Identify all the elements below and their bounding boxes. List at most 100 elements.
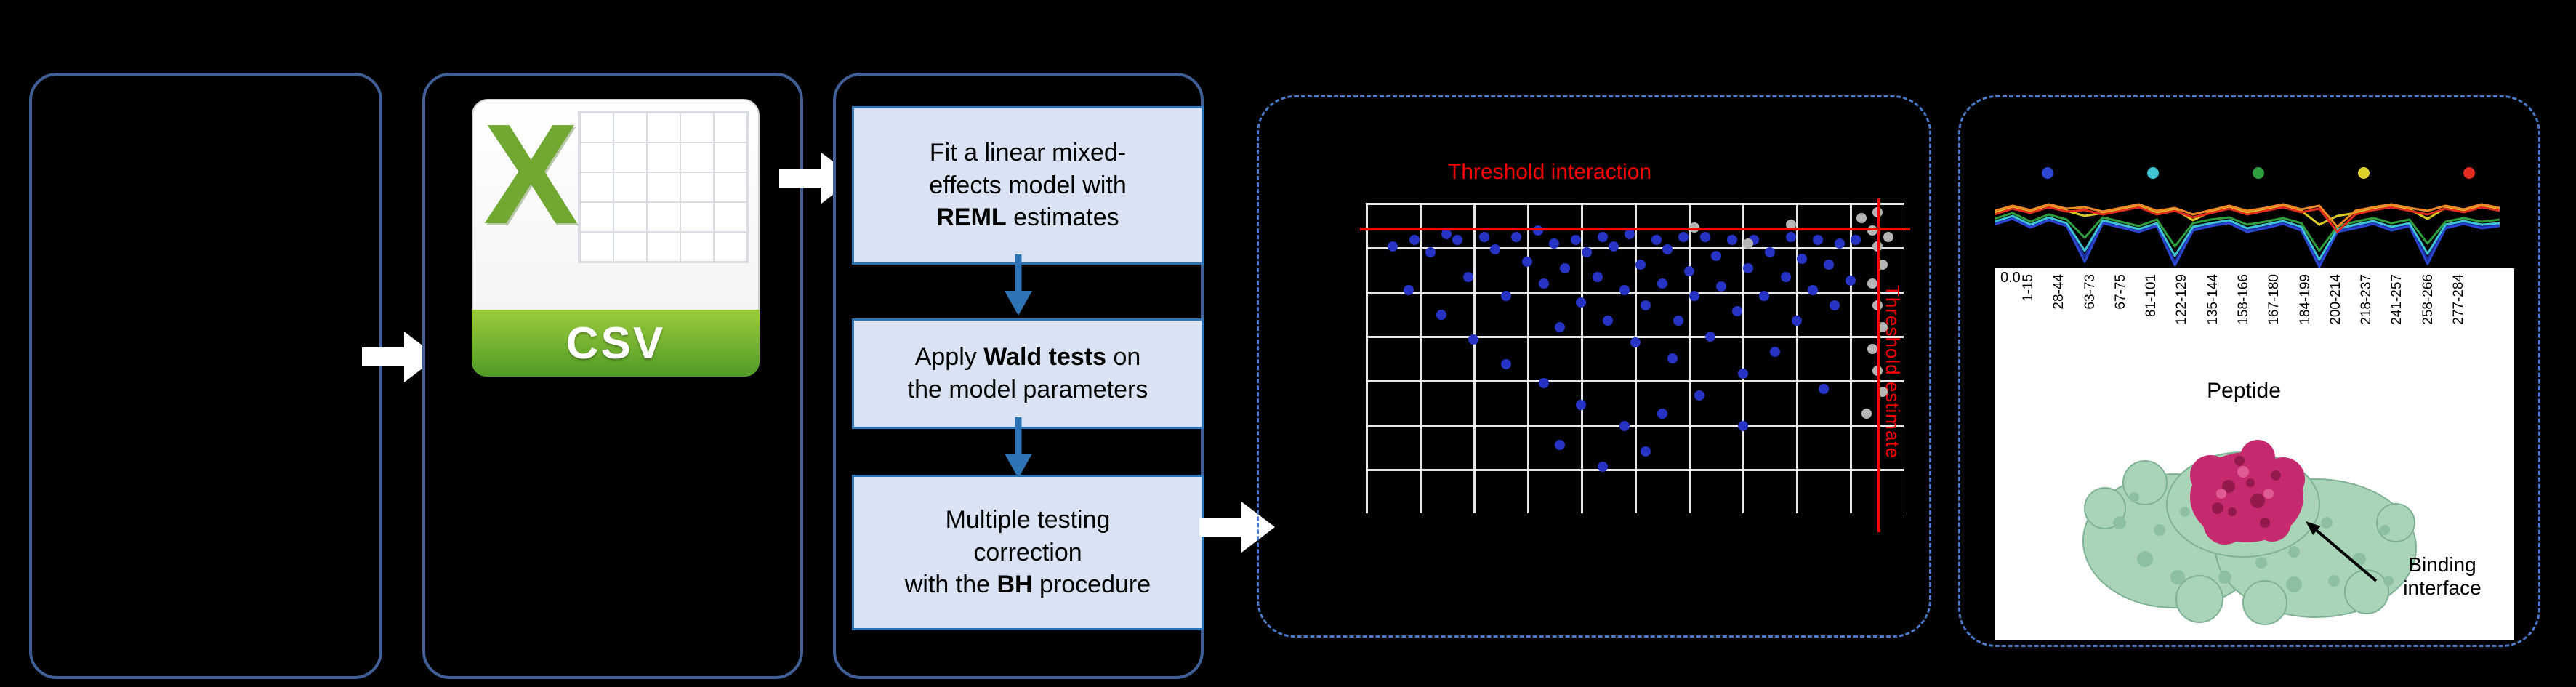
data-point <box>1651 235 1662 246</box>
data-point <box>1883 231 1893 242</box>
data-point <box>1409 235 1420 246</box>
data-point <box>1845 275 1856 286</box>
peptide-tick-label: 277-284 <box>2450 274 2466 325</box>
data-point <box>1576 399 1587 410</box>
csv-banner: CSV <box>472 310 760 377</box>
panel-model-steps: Fit a linear mixed-effects model with REM… <box>833 73 1204 679</box>
data-point <box>1511 231 1522 242</box>
profile-series-green <box>1995 212 2500 252</box>
data-point <box>1549 238 1560 249</box>
data-point <box>1500 291 1511 302</box>
data-point <box>1662 244 1673 255</box>
peptide-tick-label: 122-129 <box>2174 274 2190 325</box>
data-point <box>1554 321 1565 332</box>
data-point <box>1835 238 1846 249</box>
csv-file-icon: X CSV <box>472 95 760 377</box>
peptide-tick-label: 158-166 <box>2235 274 2251 325</box>
down-arrow-icon <box>1005 254 1032 316</box>
data-point <box>1603 316 1614 326</box>
data-point <box>1699 231 1710 242</box>
data-point <box>1813 235 1824 246</box>
peptide-tick-label: 135-144 <box>2205 274 2221 325</box>
peptide-tick-label: 218-237 <box>2359 274 2375 325</box>
data-point <box>1716 281 1727 292</box>
data-point <box>1522 257 1533 268</box>
data-point <box>1479 231 1490 242</box>
x-axis-title: Peptide <box>2207 379 2281 403</box>
annotation-arrow-icon <box>2306 521 2378 582</box>
peptide-tick-label: 1-15 <box>2021 274 2036 302</box>
peptide-tick-label: 241-257 <box>2389 274 2405 325</box>
data-point <box>1500 359 1511 370</box>
peptide-profile-lines <box>1995 203 2500 268</box>
condition-dots <box>2042 167 2475 179</box>
data-point <box>1489 244 1500 255</box>
panel-peptide-profile: 0.0 1-15 28-44 63-73 67-75 81-101 122-129 135-… <box>1958 95 2540 647</box>
data-point <box>1581 247 1592 258</box>
peptide-tick-label: 67-75 <box>2112 274 2128 310</box>
data-point <box>1694 390 1705 401</box>
peptide-tick-label: 28-44 <box>2051 274 2067 310</box>
flow-arrow-right-icon <box>1199 502 1275 553</box>
panel-input <box>29 73 382 679</box>
data-point <box>1388 241 1398 252</box>
data-point <box>1743 238 1754 249</box>
data-point <box>1619 284 1630 295</box>
data-point <box>1829 300 1840 310</box>
peptide-axis-panel: 0.0 1-15 28-44 63-73 67-75 81-101 122-129 135-… <box>1995 268 2514 640</box>
profile-series-red <box>1995 206 2500 233</box>
data-point <box>1770 346 1781 357</box>
data-point <box>1818 384 1829 395</box>
condition-dot <box>2358 167 2370 179</box>
data-point <box>1759 291 1770 302</box>
peptide-tick-label: 200-214 <box>2327 274 2343 325</box>
spreadsheet-grid-icon <box>578 111 749 263</box>
peptide-tick-label: 184-199 <box>2297 274 2313 325</box>
data-point <box>1641 446 1651 457</box>
threshold-line-vertical <box>1877 198 1880 532</box>
profile-series-blue <box>1995 217 2500 268</box>
panel-csv-file: X CSV <box>422 73 803 679</box>
data-point <box>1867 278 1877 289</box>
data-point <box>1743 262 1754 273</box>
peptide-tick-label: 167-180 <box>2266 274 2282 325</box>
data-point <box>1635 260 1646 270</box>
data-point <box>1673 316 1683 326</box>
data-point <box>1657 278 1667 289</box>
data-point <box>1780 272 1791 283</box>
data-point <box>1554 440 1565 451</box>
binding-interface-label: Binding interface <box>2403 553 2482 600</box>
data-point <box>1861 409 1872 419</box>
data-point <box>1441 228 1452 239</box>
data-point <box>1462 272 1473 283</box>
data-point <box>1678 231 1689 242</box>
data-point <box>1764 247 1775 258</box>
data-point <box>1737 368 1748 379</box>
y-tick-label: 0.0 <box>2000 270 2021 286</box>
data-point <box>1737 421 1748 432</box>
flow-arrow-right-icon <box>362 332 438 382</box>
step-multiple-testing: Multiple testing correction with the BH pr… <box>852 475 1204 630</box>
threshold-line-horizontal <box>1360 228 1910 231</box>
data-point <box>1570 235 1581 246</box>
data-point <box>1683 265 1694 276</box>
data-point <box>1667 353 1678 363</box>
data-point <box>1598 461 1609 472</box>
data-point <box>1705 331 1716 342</box>
peptide-tick-label: 63-73 <box>2082 274 2098 310</box>
excel-x-logo: X <box>483 95 579 254</box>
data-point <box>1867 343 1877 354</box>
data-point <box>1856 213 1867 224</box>
data-point <box>1732 306 1743 317</box>
data-point <box>1404 284 1414 295</box>
step-fit-mixed-model: Fit a linear mixed-effects model with REM… <box>852 106 1204 265</box>
data-point <box>1808 284 1819 295</box>
data-point <box>1619 421 1630 432</box>
data-point <box>1598 231 1609 242</box>
data-point <box>1797 253 1808 264</box>
data-point <box>1538 377 1549 388</box>
data-point <box>1452 235 1462 246</box>
data-point <box>1576 297 1587 308</box>
data-point <box>1468 334 1479 345</box>
csv-label: CSV <box>565 318 666 369</box>
